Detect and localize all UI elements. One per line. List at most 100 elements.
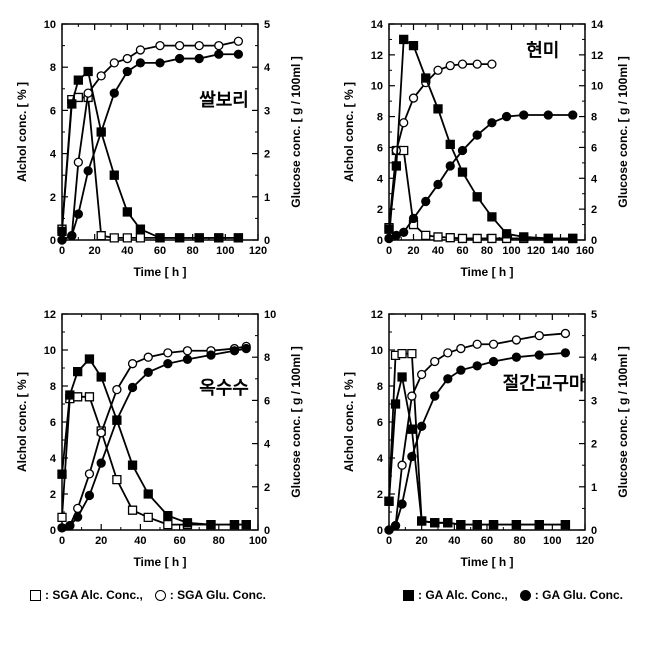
square-open-icon <box>30 590 41 601</box>
legend-label: : GA Glu. Conc. <box>535 588 623 602</box>
svg-text:Time [ h ]: Time [ h ] <box>133 265 186 279</box>
svg-text:40: 40 <box>448 535 460 547</box>
svg-text:4: 4 <box>50 453 57 465</box>
svg-text:6: 6 <box>264 395 270 407</box>
svg-text:Glucose conc. [ g / 100ml ]: Glucose conc. [ g / 100ml ] <box>616 346 630 497</box>
circle-open-icon <box>155 590 166 601</box>
svg-text:140: 140 <box>551 245 569 257</box>
svg-text:Alchol conc. [ % ]: Alchol conc. [ % ] <box>15 82 29 182</box>
svg-text:10: 10 <box>44 345 56 357</box>
svg-text:20: 20 <box>415 535 427 547</box>
svg-text:4: 4 <box>376 173 383 185</box>
svg-text:14: 14 <box>591 19 604 31</box>
panel-2: 0204060801000246810120246810Time [ h ]Al… <box>10 300 317 580</box>
svg-text:10: 10 <box>370 345 382 357</box>
svg-text:0: 0 <box>59 535 65 547</box>
svg-text:4: 4 <box>591 173 598 185</box>
svg-text:8: 8 <box>591 112 597 124</box>
panel-1: 0204060801001201401600246810121402468101… <box>337 10 644 290</box>
svg-text:100: 100 <box>543 535 561 547</box>
svg-text:Alchol conc. [ % ]: Alchol conc. [ % ] <box>342 82 356 182</box>
legend-label: : GA Alc. Conc., <box>418 588 508 602</box>
svg-text:6: 6 <box>376 142 382 154</box>
svg-text:0: 0 <box>264 235 270 247</box>
svg-text:절간고구마: 절간고구마 <box>502 374 585 394</box>
svg-text:1: 1 <box>264 192 270 204</box>
svg-text:12: 12 <box>370 309 382 321</box>
svg-text:80: 80 <box>213 535 225 547</box>
svg-text:8: 8 <box>50 381 56 393</box>
panel-grid: 0204060801001200246810012345Time [ h ]Al… <box>10 10 643 580</box>
svg-text:8: 8 <box>264 352 270 364</box>
svg-text:40: 40 <box>121 245 133 257</box>
svg-text:12: 12 <box>370 50 382 62</box>
svg-text:3: 3 <box>264 105 270 117</box>
svg-text:40: 40 <box>431 245 443 257</box>
svg-text:1: 1 <box>591 482 597 494</box>
svg-text:4: 4 <box>264 439 271 451</box>
svg-text:80: 80 <box>187 245 199 257</box>
svg-text:0: 0 <box>264 525 270 537</box>
svg-text:현미: 현미 <box>526 40 559 60</box>
panel-3: 020406080100120024681012012345Time [ h ]… <box>337 300 644 580</box>
svg-text:6: 6 <box>50 417 56 429</box>
svg-text:2: 2 <box>50 489 56 501</box>
svg-text:10: 10 <box>591 81 603 93</box>
svg-text:0: 0 <box>591 235 597 247</box>
svg-text:120: 120 <box>526 245 544 257</box>
svg-text:3: 3 <box>591 395 597 407</box>
svg-text:8: 8 <box>50 62 56 74</box>
svg-text:옥수수: 옥수수 <box>199 378 249 398</box>
svg-text:0: 0 <box>59 245 65 257</box>
svg-text:Time [ h ]: Time [ h ] <box>133 555 186 569</box>
svg-text:Time [ h ]: Time [ h ] <box>460 265 513 279</box>
svg-text:0: 0 <box>385 245 391 257</box>
svg-text:0: 0 <box>376 525 382 537</box>
svg-text:4: 4 <box>376 453 383 465</box>
svg-text:12: 12 <box>44 309 56 321</box>
svg-text:8: 8 <box>376 112 382 124</box>
legend-right: : GA Alc. Conc., : GA Glu. Conc. <box>403 588 623 602</box>
svg-text:5: 5 <box>264 19 270 31</box>
svg-text:2: 2 <box>264 482 270 494</box>
svg-text:6: 6 <box>376 417 382 429</box>
svg-text:8: 8 <box>376 381 382 393</box>
svg-text:2: 2 <box>264 149 270 161</box>
svg-text:Glucose conc. [ g / 100ml ]: Glucose conc. [ g / 100ml ] <box>289 346 303 497</box>
svg-text:2: 2 <box>376 489 382 501</box>
svg-text:2: 2 <box>376 204 382 216</box>
svg-text:10: 10 <box>264 309 276 321</box>
svg-text:4: 4 <box>591 352 598 364</box>
svg-text:60: 60 <box>154 245 166 257</box>
svg-text:2: 2 <box>50 192 56 204</box>
svg-text:0: 0 <box>385 535 391 547</box>
legend-left: : SGA Alc. Conc., : SGA Glu. Conc. <box>30 588 266 602</box>
svg-text:4: 4 <box>264 62 271 74</box>
svg-text:60: 60 <box>456 245 468 257</box>
svg-text:0: 0 <box>50 525 56 537</box>
panel-0: 0204060801001200246810012345Time [ h ]Al… <box>10 10 317 290</box>
svg-text:60: 60 <box>173 535 185 547</box>
svg-text:14: 14 <box>370 19 383 31</box>
svg-text:5: 5 <box>591 309 597 321</box>
legend-label: : SGA Glu. Conc. <box>170 588 266 602</box>
svg-text:80: 80 <box>480 245 492 257</box>
svg-text:Glucose conc. [ g / 100ml ]: Glucose conc. [ g / 100ml ] <box>616 56 630 207</box>
svg-text:0: 0 <box>50 235 56 247</box>
svg-text:20: 20 <box>89 245 101 257</box>
svg-text:40: 40 <box>134 535 146 547</box>
svg-text:2: 2 <box>591 439 597 451</box>
svg-text:2: 2 <box>591 204 597 216</box>
svg-text:Time [ h ]: Time [ h ] <box>460 555 513 569</box>
svg-text:6: 6 <box>591 142 597 154</box>
svg-text:60: 60 <box>480 535 492 547</box>
svg-text:Alchol conc. [ % ]: Alchol conc. [ % ] <box>15 372 29 472</box>
svg-text:12: 12 <box>591 50 603 62</box>
svg-text:10: 10 <box>370 81 382 93</box>
circle-filled-icon <box>520 590 531 601</box>
svg-text:Glucose conc. [ g / 100ml ]: Glucose conc. [ g / 100ml ] <box>289 56 303 207</box>
svg-text:쌀보리: 쌀보리 <box>199 90 249 110</box>
svg-text:100: 100 <box>216 245 234 257</box>
svg-text:4: 4 <box>50 149 57 161</box>
legend: : SGA Alc. Conc., : SGA Glu. Conc. : GA … <box>10 580 643 602</box>
